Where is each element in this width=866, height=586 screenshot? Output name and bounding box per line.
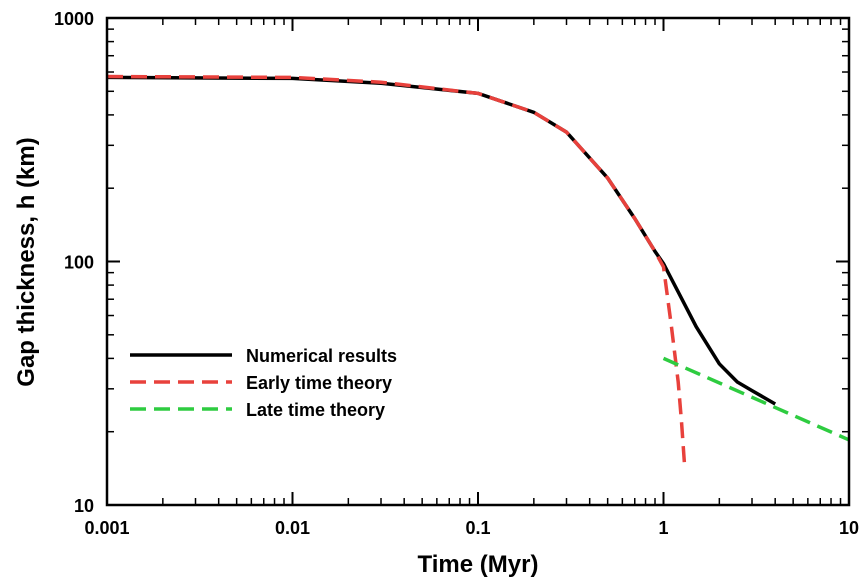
- x-tick-label: 10: [839, 518, 859, 538]
- x-tick-label: 1: [658, 518, 668, 538]
- y-tick-label: 1000: [54, 9, 94, 29]
- legend-label: Numerical results: [246, 346, 397, 366]
- x-tick-label: 0.01: [275, 518, 310, 538]
- legend-label: Late time theory: [246, 400, 385, 420]
- x-tick-label: 0.001: [84, 518, 129, 538]
- x-axis-label: Time (Myr): [418, 551, 539, 578]
- x-tick-label: 0.1: [465, 518, 490, 538]
- legend-label: Early time theory: [246, 373, 392, 393]
- series-line: [662, 356, 849, 442]
- plot-frame: [105, 16, 851, 507]
- y-tick-label: 10: [74, 496, 94, 516]
- series-line: [107, 74, 687, 466]
- y-tick-label: 100: [64, 253, 94, 273]
- y-axis-label: Gap thickness, h (km): [13, 137, 40, 386]
